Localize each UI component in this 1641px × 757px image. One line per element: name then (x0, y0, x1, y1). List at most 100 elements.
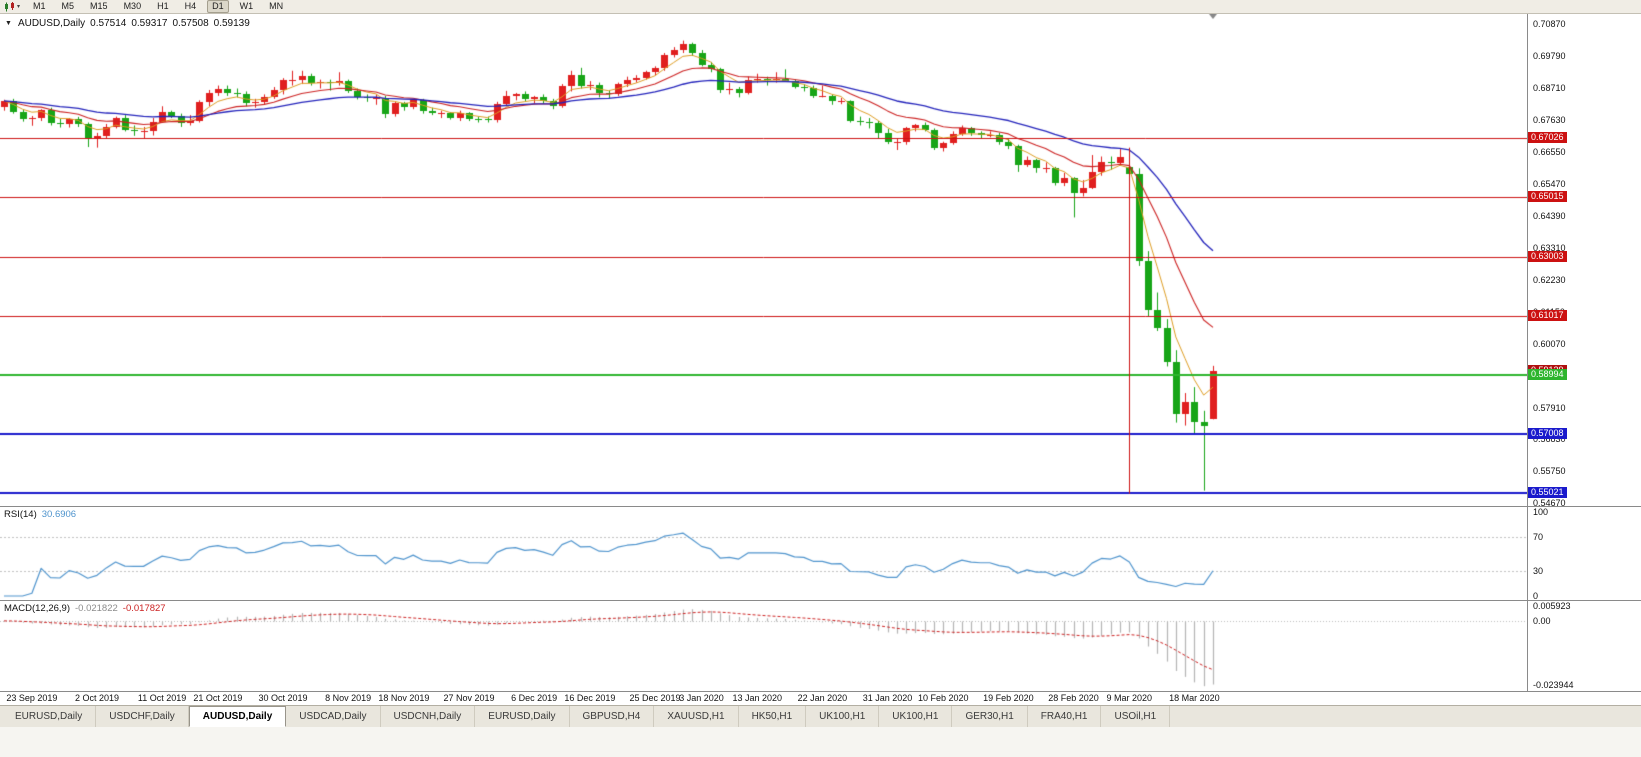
macd-axis-label: -0.023944 (1533, 680, 1574, 690)
chart-type-icon[interactable]: ▾ (4, 1, 21, 12)
macd-panel: MACD(12,26,9) -0.021822 -0.017827 0.0059… (0, 600, 1641, 691)
open-value: 0.57514 (90, 18, 127, 29)
timeframe-button-h1[interactable]: H1 (157, 1, 169, 11)
time-axis-label: 27 Nov 2019 (443, 693, 495, 703)
macd-label: MACD(12,26,9) -0.021822 -0.017827 (4, 603, 166, 614)
symbol-dropdown-icon[interactable]: ▼ (5, 20, 12, 27)
rsi-axis[interactable]: 100 70 30 0 (1527, 507, 1641, 601)
time-axis-label: 6 Dec 2019 (511, 693, 558, 703)
time-axis-label: 11 Oct 2019 (137, 693, 187, 703)
price-axis-label: 0.68710 (1533, 83, 1566, 94)
timeframe-button-m1[interactable]: M1 (33, 1, 46, 11)
low-value: 0.57508 (172, 18, 209, 29)
time-axis-label: 22 Jan 2020 (797, 693, 848, 703)
macd-canvas[interactable] (0, 601, 1527, 691)
time-axis-label: 23 Sep 2019 (6, 693, 58, 703)
chart-tab-13-usoil-h1[interactable]: USOil,H1 (1101, 706, 1171, 727)
price-axis-label: 0.60070 (1533, 338, 1566, 349)
macd-main-value: -0.021822 (75, 603, 118, 614)
chart-tab-5-eurusd-daily[interactable]: EURUSD,Daily (475, 706, 570, 727)
timeframe-buttons: M1 M5 M15 M30 H1 H4 D1 W1 MN (28, 0, 288, 13)
resistance-price-tag: 0.65015 (1528, 191, 1567, 203)
rsi-axis-label: 100 (1533, 507, 1549, 517)
chart-tab-2-audusd-daily[interactable]: AUDUSD,Daily (188, 706, 287, 727)
timeframe-button-d1[interactable]: D1 (207, 0, 229, 13)
resistance-price-tag: 0.67026 (1528, 132, 1567, 143)
macd-axis-label: 0.00 (1533, 615, 1551, 626)
price-axis-label: 0.64390 (1533, 210, 1566, 221)
resistance-price-tag: 0.63003 (1528, 250, 1567, 262)
macd-signal-value: -0.017827 (122, 603, 166, 614)
chart-title: ▼ AUDUSD,Daily 0.57514 0.59317 0.57508 0… (5, 18, 250, 29)
time-axis-label: 19 Feb 2020 (983, 693, 1034, 703)
timeframe-button-m15[interactable]: M15 (90, 1, 108, 11)
price-axis-label: 0.62230 (1533, 274, 1566, 285)
chart-tab-4-usdcnh-daily[interactable]: USDCNH,Daily (381, 706, 476, 727)
timeframe-button-h4[interactable]: H4 (184, 1, 197, 11)
chart-tab-11-ger30-h1[interactable]: GER30,H1 (952, 706, 1028, 727)
price-chart-canvas[interactable] (0, 14, 1527, 506)
macd-name: MACD(12,26,9) (4, 603, 70, 614)
candlestick-icon (5, 1, 14, 11)
high-value: 0.59317 (131, 18, 168, 29)
time-axis-label: 18 Mar 2020 (1169, 693, 1220, 703)
resistance-price-tag: 0.61017 (1528, 309, 1567, 321)
price-axis-label: 0.54670 (1533, 498, 1566, 509)
timeframe-button-m5[interactable]: M5 (61, 1, 75, 11)
time-axis-label: 10 Feb 2020 (918, 693, 969, 703)
rsi-axis-label: 70 (1533, 531, 1544, 542)
time-axis-label: 31 Jan 2020 (862, 693, 913, 703)
time-axis-label: 3 Jan 2020 (679, 693, 724, 703)
level-price-tag: 0.58994 (1528, 369, 1567, 381)
time-axis-label: 28 Feb 2020 (1048, 693, 1099, 703)
main-chart-panel: ▼ AUDUSD,Daily 0.57514 0.59317 0.57508 0… (0, 14, 1641, 509)
price-axis-label: 0.65470 (1533, 179, 1566, 189)
chart-tab-0-eurusd-daily[interactable]: EURUSD,Daily (2, 706, 97, 727)
time-axis-label: 2 Oct 2019 (74, 693, 120, 703)
symbol-label: AUDUSD,Daily (17, 18, 86, 29)
time-axis-label: 16 Dec 2019 (564, 693, 616, 703)
timeframe-button-mn[interactable]: MN (269, 1, 284, 11)
price-axis[interactable]: 0.70870 0.69790 0.68710 0.67630 0.66550 0.654… (1527, 14, 1641, 509)
time-axis-label: 30 Oct 2019 (258, 693, 308, 703)
chart-tab-3-usdcad-daily[interactable]: USDCAD,Daily (286, 706, 381, 727)
chart-tab-10-uk100-h1[interactable]: UK100,H1 (879, 706, 953, 727)
chart-tabbar: EURUSD,Daily USDCHF,Daily AUDUSD,Daily USDC… (0, 705, 1641, 727)
rsi-value: 30.6906 (41, 509, 77, 520)
price-axis-label: 0.69790 (1533, 51, 1566, 62)
chart-tab-7-xauusd-h1[interactable]: XAUUSD,H1 (654, 706, 739, 727)
rsi-panel: RSI(14) 30.6906 100 70 30 0 (0, 506, 1641, 601)
chart-tab-6-gbpusd-h4[interactable]: GBPUSD,H4 (570, 706, 655, 727)
time-axis[interactable]: 23 Sep 2019 2 Oct 2019 11 Oct 2019 21 Oct 2… (0, 691, 1641, 705)
price-axis-label: 0.63310 (1533, 242, 1566, 253)
time-axis-label: 8 Nov 2019 (325, 693, 372, 703)
price-axis-label: 0.56830 (1533, 434, 1566, 445)
time-axis-label: 13 Jan 2020 (732, 693, 783, 703)
time-axis-label: 18 Nov 2019 (378, 693, 430, 703)
timeframe-toolbar: ▾ M1 M5 M15 M30 H1 H4 D1 W1 MN (0, 0, 1641, 14)
price-axis-label: 0.55750 (1533, 466, 1566, 477)
status-strip (0, 727, 1641, 757)
support-price-tag: 0.57008 (1528, 428, 1567, 440)
chart-tab-1-usdchf-daily[interactable]: USDCHF,Daily (96, 706, 189, 727)
time-axis-label: 9 Mar 2020 (1106, 693, 1153, 703)
price-axis-label: 0.57910 (1533, 402, 1566, 413)
chart-tab-9-uk100-h1[interactable]: UK100,H1 (806, 706, 880, 727)
timeframe-button-m30[interactable]: M30 (123, 1, 142, 11)
chart-tab-12-fra40-h1[interactable]: FRA40,H1 (1028, 706, 1102, 727)
timeframe-button-w1[interactable]: W1 (239, 1, 254, 11)
macd-axis[interactable]: 0.005923 0.00 -0.023944 (1527, 601, 1641, 691)
time-axis-label: 21 Oct 2019 (193, 693, 243, 703)
price-axis-label: 0.70870 (1533, 19, 1566, 30)
rsi-axis-label: 30 (1533, 565, 1544, 576)
rsi-canvas[interactable] (0, 507, 1527, 600)
close-value: 0.59139 (213, 18, 250, 29)
rsi-label: RSI(14) 30.6906 (4, 509, 76, 520)
time-axis-label: 25 Dec 2019 (629, 693, 681, 703)
rsi-name: RSI(14) (4, 509, 37, 520)
support-price-tag: 0.55021 (1528, 486, 1567, 498)
dropdown-arrow-icon: ▾ (17, 3, 21, 10)
price-axis-label: 0.67630 (1533, 115, 1566, 126)
chart-tab-8-hk50-h1[interactable]: HK50,H1 (739, 706, 807, 727)
